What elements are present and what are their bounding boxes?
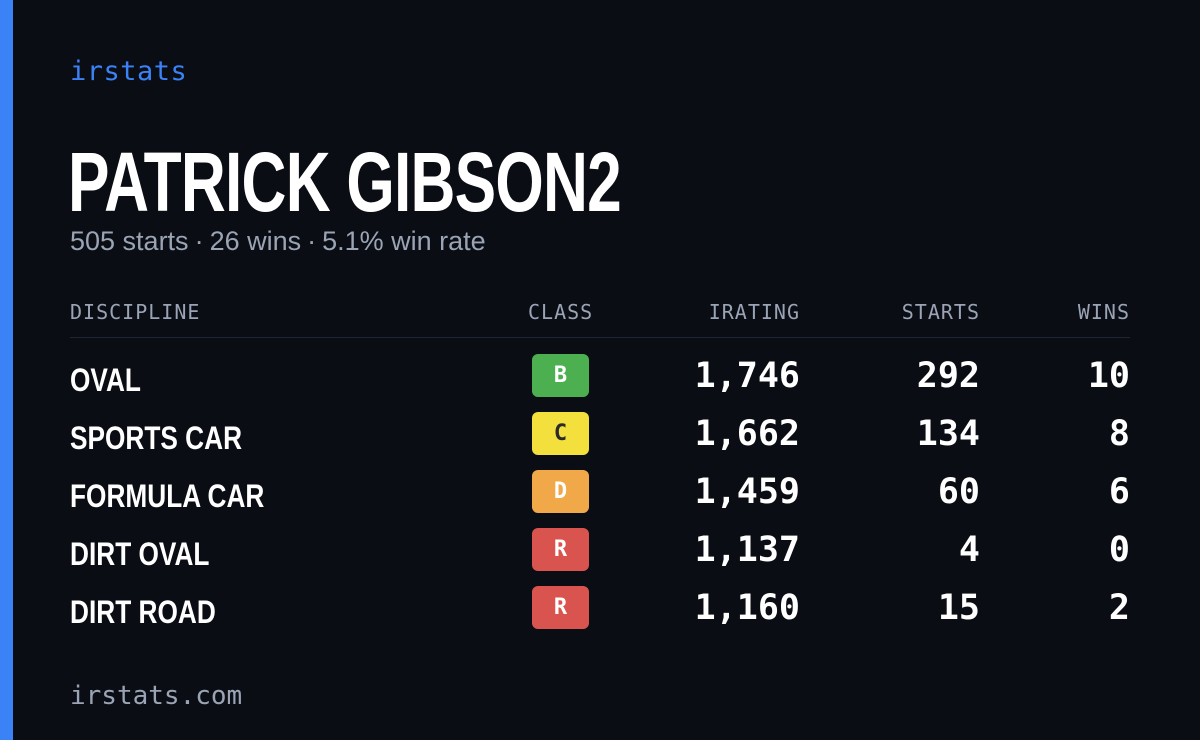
player-summary: 505 starts · 26 wins · 5.1% win rate [70, 226, 486, 257]
accent-bar [0, 0, 13, 740]
table-row: OVAL B 1,746 292 10 [0, 354, 1200, 412]
summary-separator: · [194, 226, 204, 256]
page-title: PATRICK GIBSON2 [68, 135, 622, 229]
discipline-label: FORMULA CAR [70, 478, 265, 514]
wins-value: 0 [1108, 530, 1130, 570]
wins-value: 8 [1108, 414, 1130, 454]
brand-logo[interactable]: irstats [70, 56, 188, 87]
starts-value: 134 [916, 414, 980, 454]
irating-value: 1,160 [694, 588, 800, 628]
wins-value: 2 [1108, 588, 1130, 628]
license-class-badge: B [532, 354, 589, 397]
starts-value: 4 [958, 530, 980, 570]
header-divider [70, 337, 1130, 338]
license-class-badge: R [532, 528, 589, 571]
license-class-badge: R [532, 586, 589, 629]
starts-value: 15 [937, 588, 980, 628]
table-row: DIRT OVAL R 1,137 4 0 [0, 528, 1200, 586]
table-row: DIRT ROAD R 1,160 15 2 [0, 586, 1200, 644]
footer-url[interactable]: irstats.com [70, 681, 243, 711]
column-header-starts: STARTS [901, 300, 980, 324]
wins-value: 6 [1108, 472, 1130, 512]
discipline-label: OVAL [70, 362, 141, 398]
irating-value: 1,137 [694, 530, 800, 570]
summary-win-rate: 5.1% win rate [322, 226, 486, 256]
irating-value: 1,662 [694, 414, 800, 454]
license-class-badge: D [532, 470, 589, 513]
table-row: FORMULA CAR D 1,459 60 6 [0, 470, 1200, 528]
irating-value: 1,459 [694, 472, 800, 512]
column-header-discipline: DISCIPLINE [70, 300, 201, 324]
irating-value: 1,746 [694, 356, 800, 396]
wins-value: 10 [1087, 356, 1130, 396]
table-row: SPORTS CAR C 1,662 134 8 [0, 412, 1200, 470]
column-header-wins: WINS [1077, 300, 1130, 324]
summary-starts: 505 starts [70, 226, 189, 256]
license-class-badge: C [532, 412, 589, 455]
discipline-label: DIRT ROAD [70, 594, 216, 630]
column-header-class: CLASS [528, 300, 594, 324]
discipline-label: SPORTS CAR [70, 420, 243, 456]
discipline-label: DIRT OVAL [70, 536, 210, 572]
starts-value: 60 [937, 472, 980, 512]
column-header-irating: IRATING [708, 300, 800, 324]
summary-wins: 26 wins [209, 226, 302, 256]
starts-value: 292 [916, 356, 980, 396]
summary-separator: · [307, 226, 317, 256]
